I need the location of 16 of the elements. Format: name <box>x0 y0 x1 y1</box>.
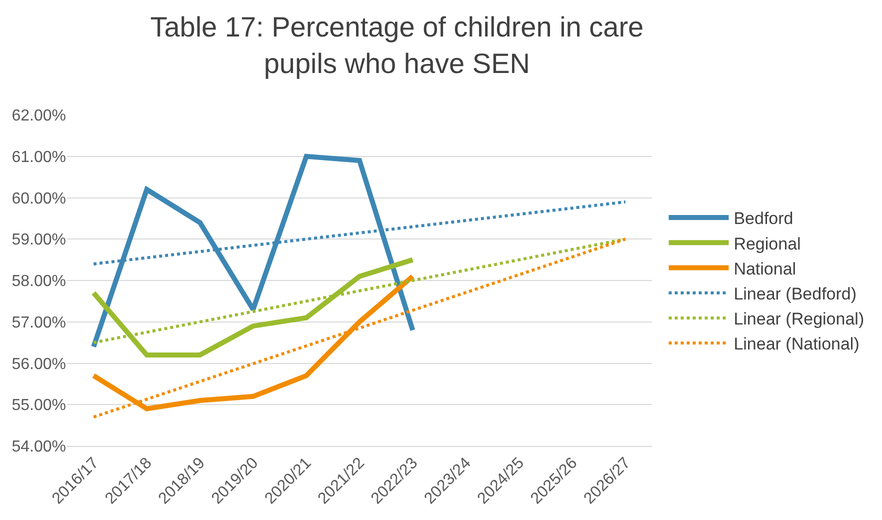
y-tick-label: 55.00% <box>12 397 66 414</box>
y-tick-label: 56.00% <box>12 356 66 373</box>
y-tick-label: 59.00% <box>12 232 66 249</box>
chart-title: Table 17: Percentage of children in care pupils who have SEN <box>150 11 644 79</box>
legend-label: Linear (Regional) <box>734 310 864 329</box>
y-tick-label: 61.00% <box>12 148 66 166</box>
legend-label: Linear (National) <box>734 334 860 354</box>
y-tick-label: 58.00% <box>12 273 66 290</box>
y-tick-label: 57.00% <box>12 314 66 332</box>
legend-label: Linear (Bedford) <box>734 284 857 304</box>
legend-label: Bedford <box>734 209 794 228</box>
legend-label: Regional <box>734 234 801 254</box>
legend-label: National <box>734 259 796 278</box>
y-tick-label: 60.00% <box>12 190 66 208</box>
y-tick-label: 54.00% <box>12 438 66 456</box>
y-tick-label: 62.00% <box>12 108 66 125</box>
